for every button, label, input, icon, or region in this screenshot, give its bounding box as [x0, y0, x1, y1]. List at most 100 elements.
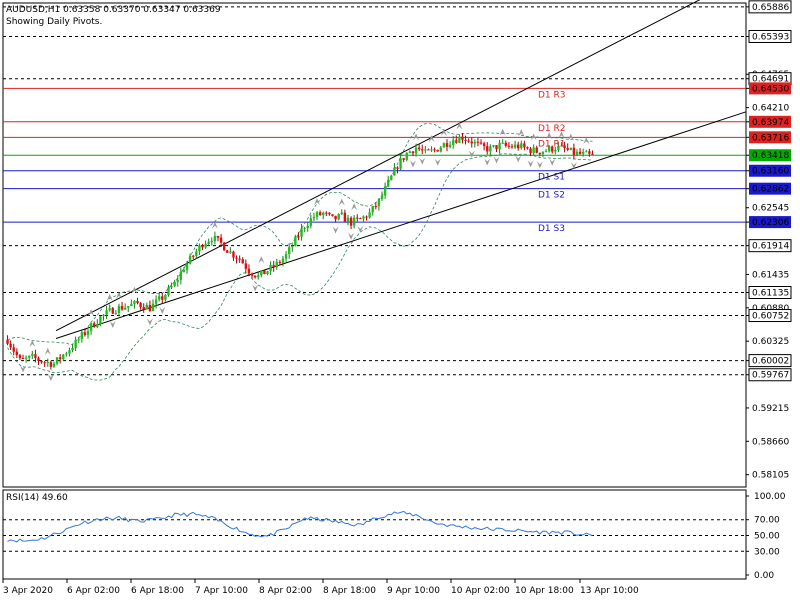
candle-body	[523, 143, 526, 148]
candle-body	[257, 275, 260, 278]
candle-body	[535, 147, 538, 153]
candle-body	[352, 217, 356, 226]
candle-body	[495, 145, 498, 150]
price-tick-label: 0.62545	[752, 204, 789, 214]
horizontal-levels	[3, 6, 746, 376]
time-tick-label: 6 Apr 18:00	[131, 586, 184, 596]
price-axis: 0.658860.653930.647650.646910.645300.642…	[746, 0, 792, 481]
candle-body	[269, 264, 272, 272]
fractal-down-icon	[434, 158, 441, 166]
candle-body	[427, 149, 430, 151]
fractal-up-icon	[583, 137, 590, 145]
fractal-down-icon	[515, 155, 522, 163]
candle-body	[368, 212, 371, 218]
candle-body	[569, 147, 572, 150]
candle-body	[408, 151, 412, 153]
candle-body	[455, 140, 458, 143]
candle-body	[151, 303, 155, 312]
rsi-tick-label: 50.00	[754, 532, 780, 542]
trend-channel[interactable]	[55, 0, 747, 339]
candle-body	[383, 186, 387, 196]
candle-body	[263, 270, 266, 275]
candle-body	[303, 227, 306, 229]
price-label-box	[749, 82, 791, 95]
price-tick-label: 0.59215	[752, 404, 789, 414]
fractal-down-icon	[419, 157, 426, 165]
candle-body	[473, 141, 477, 144]
candle-body	[176, 279, 179, 282]
candle-body	[343, 212, 347, 222]
channel-upper-line[interactable]	[55, 0, 746, 332]
candle-body	[585, 151, 588, 153]
candle-body	[291, 246, 294, 248]
candle-body	[507, 145, 511, 147]
candle-body	[83, 332, 87, 335]
channel-lower-line[interactable]	[55, 111, 747, 339]
time-tick-label: 13 Apr 10:00	[580, 586, 639, 596]
candle-body	[164, 295, 167, 300]
candle-body	[244, 263, 248, 269]
candle-body	[362, 216, 365, 219]
fractal-up-icon	[314, 198, 321, 206]
candle-body	[554, 149, 557, 152]
price-tick-label: 0.64530	[752, 84, 789, 94]
candle-body	[80, 332, 84, 340]
candle-body	[318, 212, 322, 215]
candle-body	[99, 316, 102, 325]
price-label-box	[748, 0, 792, 14]
price-tick-label: 0.58105	[752, 471, 789, 481]
candle-body	[260, 270, 263, 276]
candle-body	[516, 144, 520, 149]
candle-body	[356, 217, 359, 219]
candle-body	[12, 347, 15, 352]
candle-body	[312, 216, 316, 219]
candle-body	[170, 286, 173, 288]
fractal-down-icon	[570, 162, 577, 170]
candle-body	[157, 296, 161, 300]
price-label-box	[749, 216, 791, 229]
candle-body	[89, 323, 93, 331]
candle-body	[207, 241, 210, 244]
candle-body	[393, 167, 396, 176]
candle-body	[405, 152, 408, 160]
price-label-box	[749, 164, 791, 177]
price-tick-label: 0.61135	[752, 288, 789, 298]
rsi-frame	[2, 489, 747, 580]
candle-body	[21, 358, 25, 360]
fractal-down-icon	[159, 306, 166, 314]
candle-body	[34, 354, 37, 359]
rsi-indicator: 100.00 70.00 50.00 30.00 0.00	[3, 492, 786, 581]
candle-body	[346, 217, 350, 222]
main-chart-frame	[2, 2, 747, 488]
candle-body	[476, 141, 480, 143]
candle-body	[581, 151, 585, 154]
candle-body	[62, 354, 65, 360]
candle-body	[541, 151, 545, 155]
price-tick-label: 0.60002	[752, 357, 789, 367]
candle-body	[266, 271, 269, 275]
candle-body	[297, 236, 300, 238]
pivot-label: D1 S3	[538, 224, 565, 234]
candle-body	[390, 175, 393, 180]
candle-body	[430, 149, 433, 151]
candle-body	[24, 357, 28, 359]
rsi-tick-label: 30.00	[754, 547, 780, 557]
candle-body	[331, 214, 334, 216]
fractal-down-icon	[357, 225, 364, 233]
candle-body	[145, 304, 149, 310]
price-tick-label: 0.63716	[752, 133, 789, 143]
price-label-box	[748, 29, 792, 43]
candle-body	[136, 301, 139, 304]
price-label-box	[748, 239, 792, 253]
candle-body	[6, 339, 9, 344]
candle-body	[433, 149, 436, 151]
fractal-up-icon	[88, 309, 95, 317]
candlesticks	[6, 133, 594, 370]
candle-body	[557, 145, 560, 150]
price-label-box	[749, 182, 791, 195]
time-tick-label: 9 Apr 10:00	[387, 586, 440, 596]
candle-body	[510, 146, 514, 148]
candle-body	[520, 143, 523, 149]
rsi-label: RSI(14) 49.60	[6, 493, 68, 503]
